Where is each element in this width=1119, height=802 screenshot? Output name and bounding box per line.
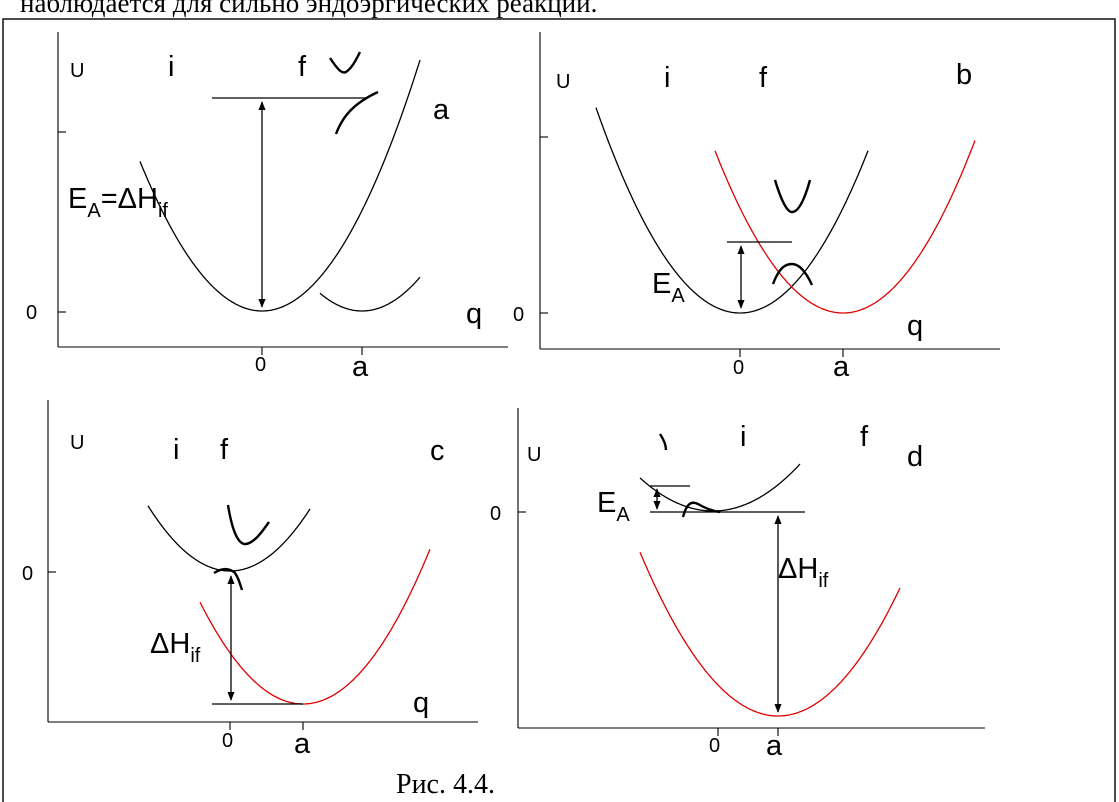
panel-a-i-label: i <box>168 51 174 83</box>
panel-b-i-label: i <box>664 62 670 94</box>
panel-d-f-label: f <box>860 421 869 453</box>
panel-b-a-label: a <box>833 351 850 383</box>
panel-a-a-label: a <box>352 351 369 383</box>
figure-frame <box>2 18 1116 802</box>
panel-d-energy-label: EA <box>597 487 630 526</box>
panel-b-u-label: U <box>556 71 570 93</box>
panel-a-q-label: q <box>466 298 482 330</box>
panel-d-panel-label: d <box>907 441 923 473</box>
panel-d-initial-curve <box>639 463 801 512</box>
panel-b: U i f b 0 0 a q EA <box>513 32 1000 383</box>
panel-b-panel-label: b <box>956 59 972 91</box>
panel-a-zero-y: 0 <box>26 302 37 324</box>
panel-d-i-label: i <box>740 421 746 453</box>
panel-a-initial-curve <box>139 59 421 312</box>
panel-a-panel-label: a <box>433 94 450 126</box>
panel-c-i-label: i <box>173 434 179 466</box>
figure-caption: Рис. 4.4. <box>396 769 495 800</box>
panel-d-final-curve <box>639 551 901 717</box>
panel-c-f-label: f <box>220 434 229 466</box>
top-text: наблюдается для сильно эндоэргических ре… <box>20 0 597 18</box>
panel-c-zero-x: 0 <box>222 730 233 752</box>
panel-c-initial-curve <box>147 505 311 572</box>
panel-d-delta-label: ΔHif <box>778 553 829 592</box>
panel-a-lower-split <box>334 90 379 135</box>
panel-c-lower-split <box>213 567 244 591</box>
panel-a-energy-label: EA=ΔHif <box>68 183 168 222</box>
panel-c-zero-y: 0 <box>22 563 33 585</box>
panel-c-upper-split <box>226 504 270 546</box>
panel-d-lower-split <box>681 501 721 518</box>
panel-d: U i f d 0 0 a EA ΔHif <box>490 408 985 762</box>
panel-c: U i f c 0 0 a q ΔHif <box>22 400 478 760</box>
panel-d-zero-y: 0 <box>490 503 501 525</box>
panel-c-u-label: U <box>70 432 84 454</box>
panel-a-u-label: U <box>70 60 84 82</box>
panel-b-lower-split <box>771 262 814 286</box>
panel-a-zero-x: 0 <box>255 354 266 376</box>
panel-c-q-label: q <box>413 687 429 719</box>
panel-d-a-label: a <box>766 730 783 762</box>
panel-d-upper-split <box>658 433 668 451</box>
panel-c-panel-label: c <box>430 435 445 467</box>
panel-b-q-label: q <box>907 310 923 342</box>
panel-b-upper-split <box>773 179 812 214</box>
panel-b-f-label: f <box>759 62 768 94</box>
panel-b-energy-label: EA <box>652 268 685 307</box>
panel-c-a-label: a <box>294 728 311 760</box>
panel-b-zero-y: 0 <box>513 304 524 326</box>
panel-a-final-curve <box>319 276 421 312</box>
panel-a: U i f a 0 0 a q EA=ΔHif <box>26 32 508 383</box>
panel-a-f-label: f <box>298 51 307 83</box>
panel-b-initial-curve <box>595 107 869 314</box>
panel-d-zero-x: 0 <box>709 735 720 757</box>
panel-b-zero-x: 0 <box>733 357 744 379</box>
panel-a-upper-split <box>329 51 362 74</box>
panel-c-delta-label: ΔHif <box>150 628 201 667</box>
panel-d-u-label: U <box>527 444 541 466</box>
panel-c-final-curve <box>199 548 431 705</box>
panel-b-final-curve <box>714 140 976 314</box>
